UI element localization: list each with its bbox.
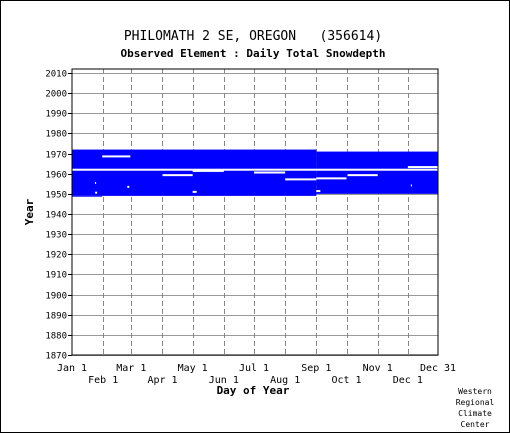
missing-data-segment — [316, 190, 321, 193]
data-block — [316, 151, 438, 194]
y-axis: 1870 1880 1890 1900 1910 1920 1930 1940 1950 1960… — [45, 70, 72, 362]
y-tick-label: 1960 — [45, 171, 67, 181]
y-tick-label: 1890 — [45, 312, 67, 322]
y-tick-label: 1900 — [45, 292, 67, 302]
missing-data-segment — [95, 191, 98, 194]
y-tick-label: 1920 — [45, 251, 67, 261]
y-tick-label: 1940 — [45, 211, 67, 221]
chart-title: PHILOMATH 2 SE, OREGON (356614) — [124, 29, 382, 44]
credit-line: Center — [460, 420, 490, 429]
x-axis-label: Day of Year — [217, 384, 290, 397]
y-tick-label: 1930 — [45, 231, 67, 241]
wrcc-credit: Western Regional Climate Center — [445, 386, 505, 430]
missing-data-segment — [72, 168, 438, 171]
y-tick-label: 1970 — [45, 151, 67, 161]
x-tick-label: Mar 1 — [116, 363, 146, 374]
y-axis-label: Year — [23, 198, 36, 225]
x-tick-label: Apr 1 — [147, 375, 177, 386]
missing-data-segment — [253, 171, 286, 174]
y-tick-label: 1880 — [45, 332, 67, 342]
x-tick-label: Nov 1 — [363, 363, 393, 374]
missing-data-segment — [316, 177, 347, 180]
x-tick-label: Sep 1 — [301, 363, 331, 374]
missing-data-segment — [347, 174, 378, 177]
credit-line: Western — [458, 387, 492, 396]
plot-border — [71, 68, 439, 356]
x-tick-label: Aug 1 — [270, 375, 300, 386]
grid-lines — [72, 69, 438, 356]
x-tick-label: May 1 — [178, 363, 208, 374]
missing-data-segment — [102, 155, 131, 158]
x-tick-label: Jul 1 — [239, 363, 269, 374]
x-tick-label: Jun 1 — [209, 375, 239, 386]
y-tick-label: 2010 — [45, 70, 67, 80]
chart-subtitle: Observed Element : Daily Total Snowdepth — [121, 47, 386, 60]
y-tick-label: 1870 — [45, 352, 67, 362]
credit-line: Regional — [455, 398, 495, 407]
credit-line: Climate — [458, 409, 492, 418]
x-axis: Jan 1 Mar 1 May 1 Jul 1 Sep 1 Nov 1 Dec 31 Feb … — [57, 363, 456, 386]
x-tick-label: Dec 1 — [393, 375, 423, 386]
missing-data-segment — [95, 181, 97, 184]
y-tick-label: 2000 — [45, 90, 67, 100]
x-tick-label: Oct 1 — [331, 375, 361, 386]
missing-data-segment — [127, 185, 130, 188]
data-block — [72, 195, 103, 197]
missing-data-segment — [162, 174, 193, 177]
x-tick-label: Jan 1 — [57, 363, 87, 374]
x-tick-label: Feb 1 — [88, 375, 118, 386]
y-tick-label: 1950 — [45, 191, 67, 201]
x-tick-label: Dec 31 — [420, 363, 456, 374]
y-tick-label: 1980 — [45, 130, 67, 140]
missing-data-segment — [192, 190, 197, 193]
y-tick-label: 1990 — [45, 110, 67, 120]
missing-data-segment — [285, 178, 317, 181]
data-layer — [72, 149, 438, 197]
missing-data-segment — [410, 184, 412, 187]
missing-data-segment — [407, 166, 438, 169]
missing-data-segment — [192, 169, 224, 172]
y-tick-label: 1910 — [45, 271, 67, 281]
